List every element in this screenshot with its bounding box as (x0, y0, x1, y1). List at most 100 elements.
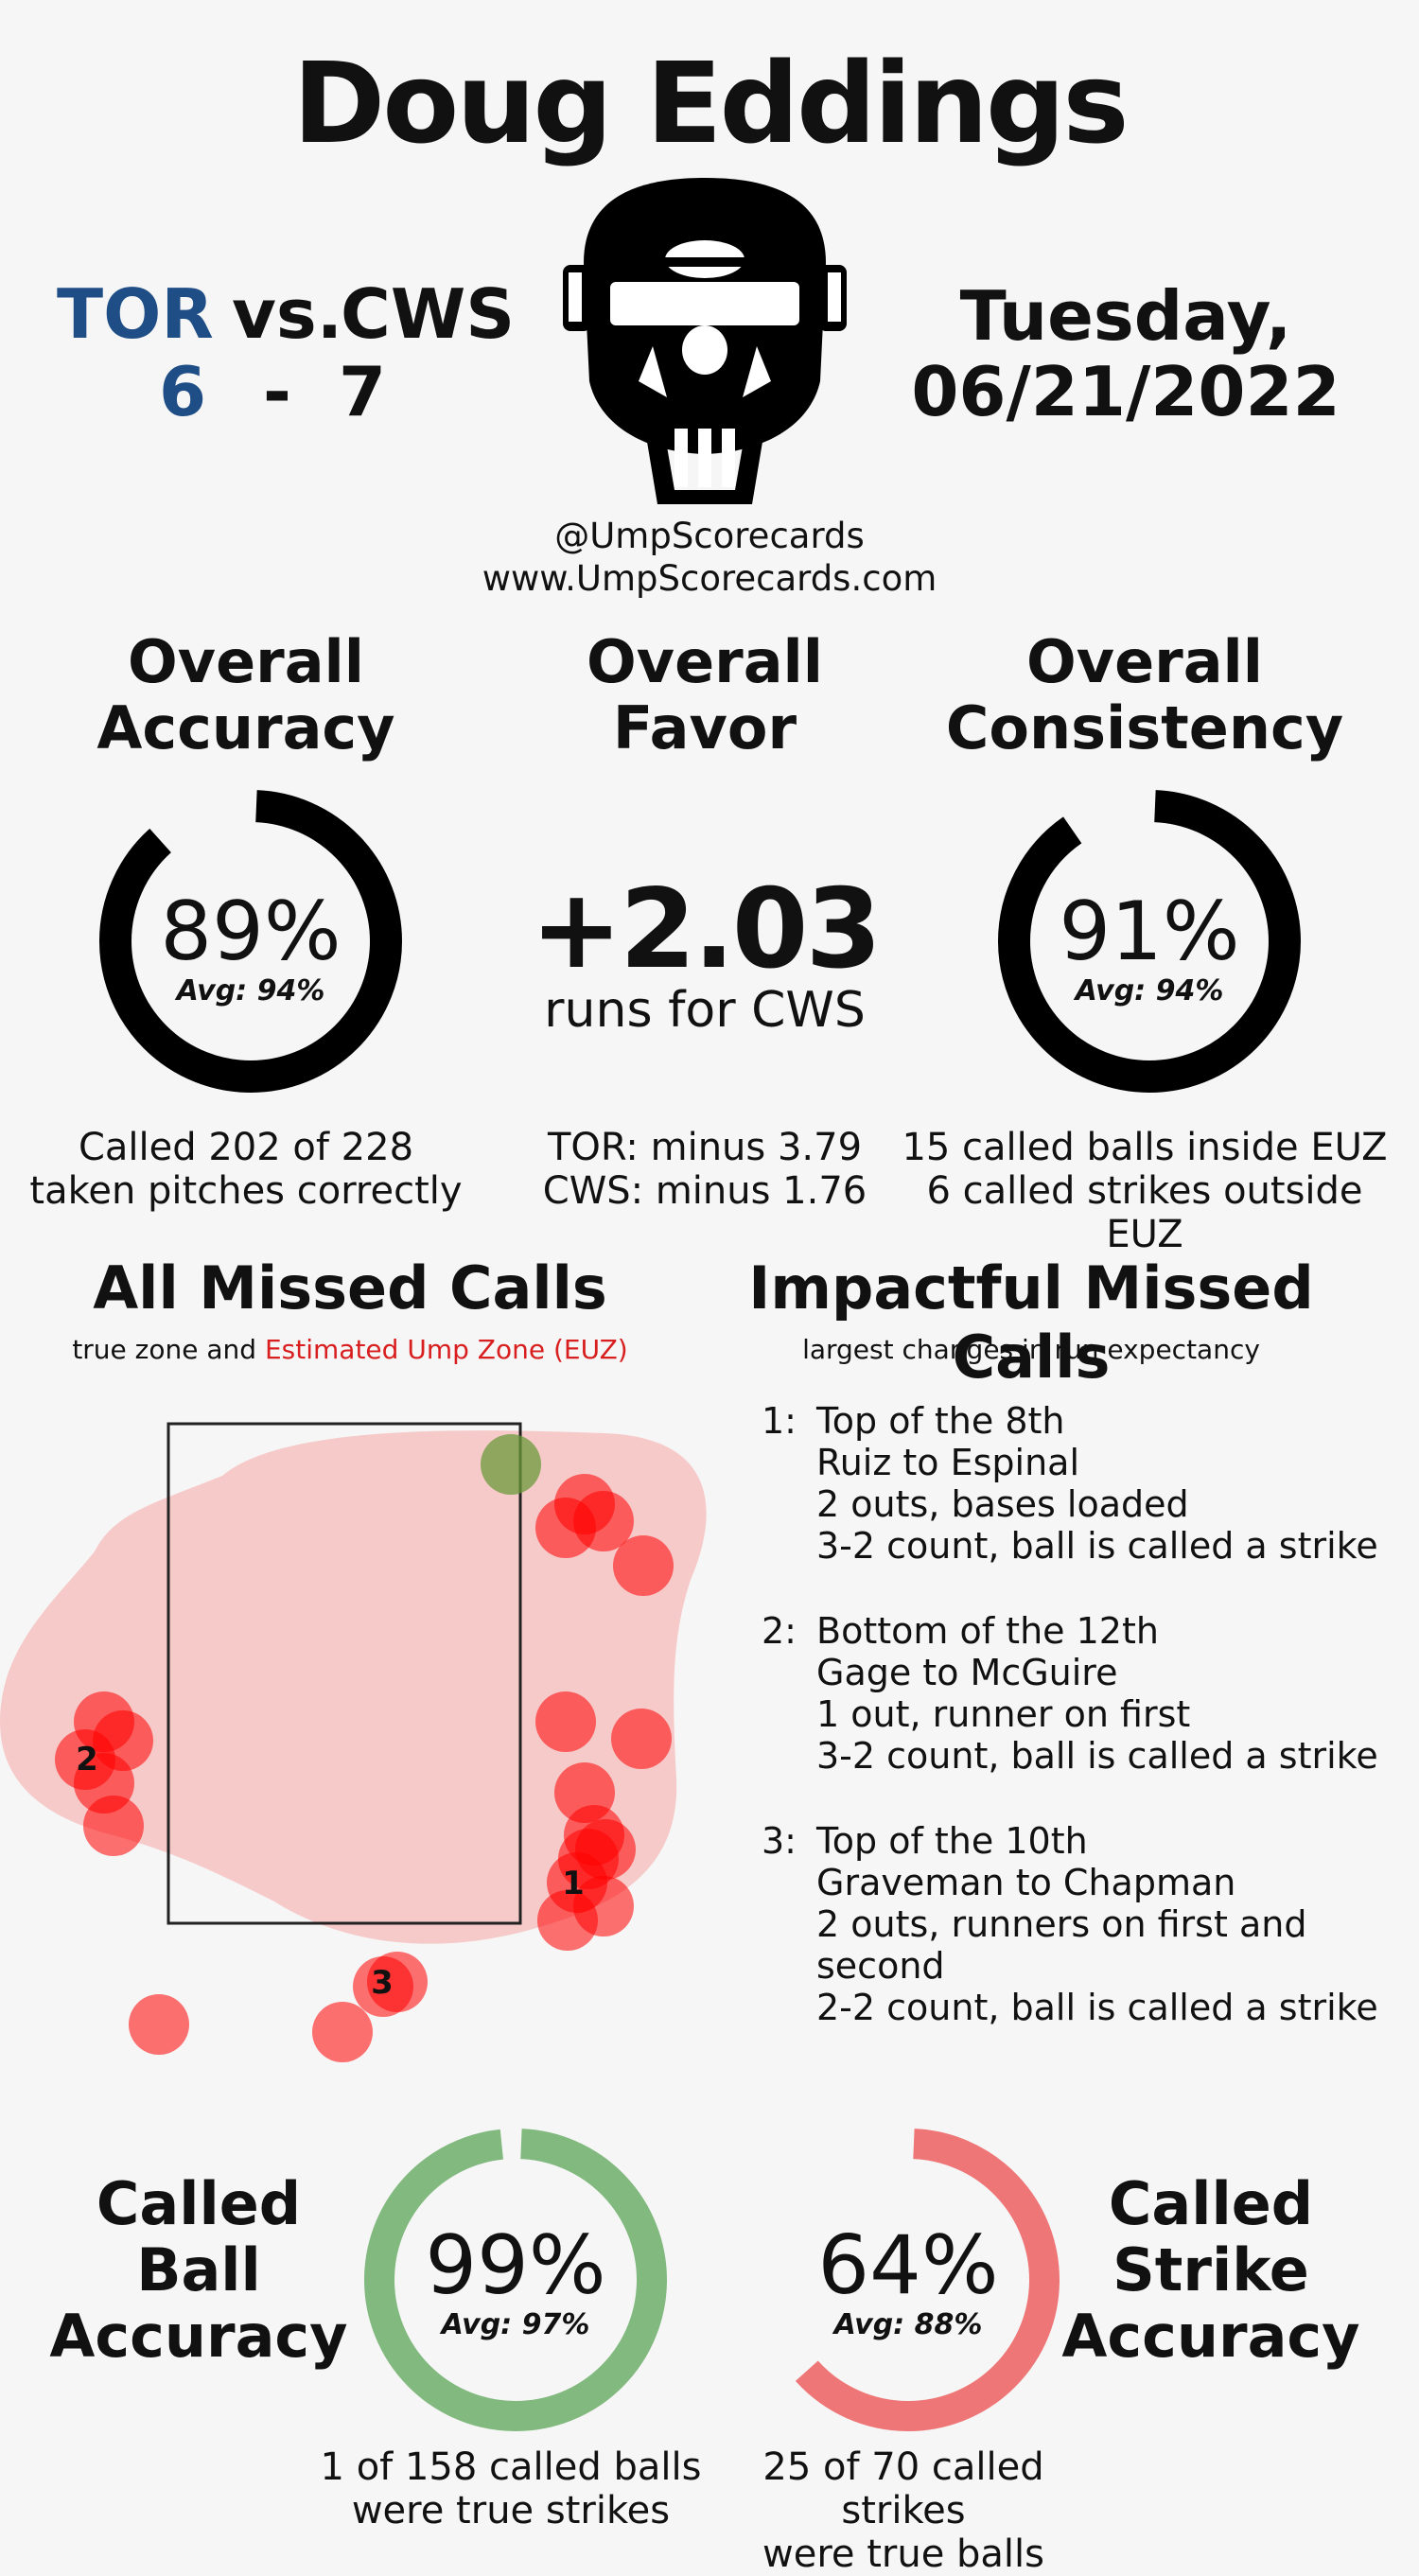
missed-call-marker (312, 2002, 373, 2062)
accuracy-percent: 89% (160, 885, 342, 979)
strike-detail-line1: 25 of 70 called strikes (762, 2445, 1044, 2532)
ball-title-line3: Accuracy (49, 2302, 348, 2371)
umpire-mask-icon (563, 178, 847, 504)
accuracy-title: Overall Accuracy (19, 629, 473, 762)
score-dash: - (263, 352, 291, 431)
consistency-ring-arc (998, 790, 1301, 1093)
call-first-line: 3: Top of the 10th (762, 1820, 1414, 1862)
missed-calls-subtitle: true zone and Estimated Ump Zone (EUZ) (57, 1334, 643, 1365)
missed-call-marker (535, 1498, 596, 1558)
subtitle-euz: Estimated Ump Zone (EUZ) (264, 1334, 628, 1365)
strike-zone-plot: 2 1 3 (0, 1422, 707, 2062)
strike-title-line3: Accuracy (1061, 2302, 1360, 2371)
strike-accuracy-title: Called Strike Accuracy (1041, 2171, 1381, 2370)
home-team: CWS (341, 274, 516, 354)
favor-value: +2.03 (530, 866, 882, 993)
call-matchup: Gage to McGuire (816, 1652, 1118, 1693)
strike-accuracy-detail: 25 of 70 called strikes were true balls (700, 2445, 1107, 2576)
call-situation: 1 out, runner on first (816, 1693, 1191, 1735)
ball-title-line1: Called (96, 2169, 302, 2238)
missed-call-marker (129, 1994, 189, 2055)
umpire-name: Doug Eddings (292, 38, 1129, 168)
favor-detail-line2: CWS: minus 1.76 (542, 1169, 867, 1213)
estimated-ump-zone (0, 1430, 707, 1944)
favor-detail: TOR: minus 3.79 CWS: minus 1.76 (492, 1126, 918, 1213)
away-team: TOR (57, 274, 214, 354)
twitter-handle: @UmpScorecards (554, 516, 865, 556)
impactful-call-1: 1: Top of the 8th Ruiz to Espinal 2 outs,… (762, 1400, 1414, 1567)
call-number: 1: (762, 1400, 797, 1442)
consistency-title-line2: Consistency (945, 693, 1344, 762)
strike-accuracy-average: Avg: 88% (833, 2308, 983, 2341)
call-inning: Top of the 8th (816, 1400, 1065, 1442)
call-inning: Bottom of the 12th (816, 1610, 1159, 1652)
impactful-call-2: 2: Bottom of the 12th Gage to McGuire 1 o… (762, 1610, 1414, 1777)
consistency-detail-line1: 15 called balls inside EUZ (902, 1126, 1388, 1169)
call-count: 2-2 count, ball is called a strike (816, 1987, 1378, 2028)
call-number: 2: (762, 1610, 797, 1652)
favor-title-line2: Favor (612, 693, 797, 762)
strike-accuracy-ring-arc (757, 2129, 1060, 2431)
call-first-line: 1: Top of the 8th (762, 1400, 1414, 1442)
call-first-line: 2: Bottom of the 12th (762, 1610, 1414, 1652)
accuracy-average: Avg: 94% (176, 974, 325, 1008)
ball-detail-line2: were true strikes (351, 2489, 671, 2532)
consistency-title: Overall Consistency (908, 629, 1381, 762)
call-matchup: Graveman to Chapman (816, 1862, 1236, 1903)
consistency-ring (998, 790, 1301, 1093)
consistency-detail: 15 called balls inside EUZ 6 called stri… (899, 1126, 1391, 1256)
consistency-detail-line2: 6 called strikes outside EUZ (926, 1169, 1363, 1256)
missed-call-marker (611, 1709, 672, 1769)
ball-accuracy-ring (364, 2129, 667, 2431)
consistency-title-line1: Overall (1025, 627, 1264, 696)
strike-accuracy-ring (757, 2129, 1060, 2431)
favor-title: Overall Favor (482, 629, 927, 762)
vs-label: vs. (232, 274, 343, 354)
true-strike-zone (166, 1422, 522, 1925)
consistency-average: Avg: 94% (1075, 974, 1224, 1008)
ball-accuracy-title: Called Ball Accuracy (19, 2171, 378, 2370)
ball-accuracy-average: Avg: 97% (441, 2308, 590, 2341)
subtitle-true-zone: true zone and (72, 1334, 265, 1365)
ball-accuracy-ring-arc (364, 2129, 667, 2431)
away-score: 6 (159, 352, 207, 431)
call-number: 3: (762, 1820, 797, 1862)
call-inning: Top of the 10th (816, 1820, 1088, 1862)
ball-detail-line1: 1 of 158 called balls (320, 2445, 702, 2489)
impactful-calls-title: Impactful Missed Calls (748, 1253, 1314, 1392)
game-day: Tuesday, (959, 276, 1292, 356)
call-count: 3-2 count, ball is called a strike (816, 1525, 1378, 1567)
call-label-3: 3 (371, 1964, 394, 2002)
call-label-1: 1 (562, 1865, 585, 1902)
accuracy-detail-line1: Called 202 of 228 (78, 1126, 414, 1169)
missed-call-marker (537, 1890, 598, 1951)
strike-detail-line2: were true balls (762, 2532, 1044, 2576)
favor-detail-line1: TOR: minus 3.79 (547, 1126, 863, 1169)
call-matchup: Ruiz to Espinal (816, 1442, 1080, 1483)
ball-accuracy-detail: 1 of 158 called balls were true strikes (312, 2445, 710, 2532)
missed-calls-title: All Missed Calls (93, 1253, 607, 1323)
accuracy-ring-arc (99, 790, 402, 1093)
ball-accuracy-percent: 99% (425, 2218, 606, 2313)
accuracy-detail-line2: taken pitches correctly (29, 1169, 463, 1213)
accuracy-title-line2: Accuracy (96, 693, 395, 762)
ball-title-line2: Ball (136, 2235, 261, 2304)
website-url: www.UmpScorecards.com (482, 558, 937, 599)
strike-title-line2: Strike (1112, 2235, 1309, 2304)
call-label-2: 2 (76, 1741, 98, 1779)
accuracy-title-line1: Overall (127, 627, 365, 696)
strike-title-line1: Called (1108, 2169, 1314, 2238)
missed-call-marker (353, 1956, 413, 2017)
game-date: 06/21/2022 (911, 352, 1340, 431)
missed-call-marker (83, 1796, 144, 1856)
consistency-percent: 91% (1059, 885, 1240, 979)
missed-ball-marker (481, 1434, 541, 1495)
call-situation: 2 outs, runners on first and second (816, 1903, 1307, 1987)
impactful-calls-subtitle: largest changes in run expectancy (802, 1334, 1260, 1365)
call-situation: 2 outs, bases loaded (816, 1483, 1189, 1525)
missed-call-marker (613, 1535, 674, 1596)
accuracy-ring (99, 790, 402, 1093)
favor-title-line1: Overall (586, 627, 824, 696)
call-count: 3-2 count, ball is called a strike (816, 1735, 1378, 1777)
home-score: 7 (339, 352, 387, 431)
